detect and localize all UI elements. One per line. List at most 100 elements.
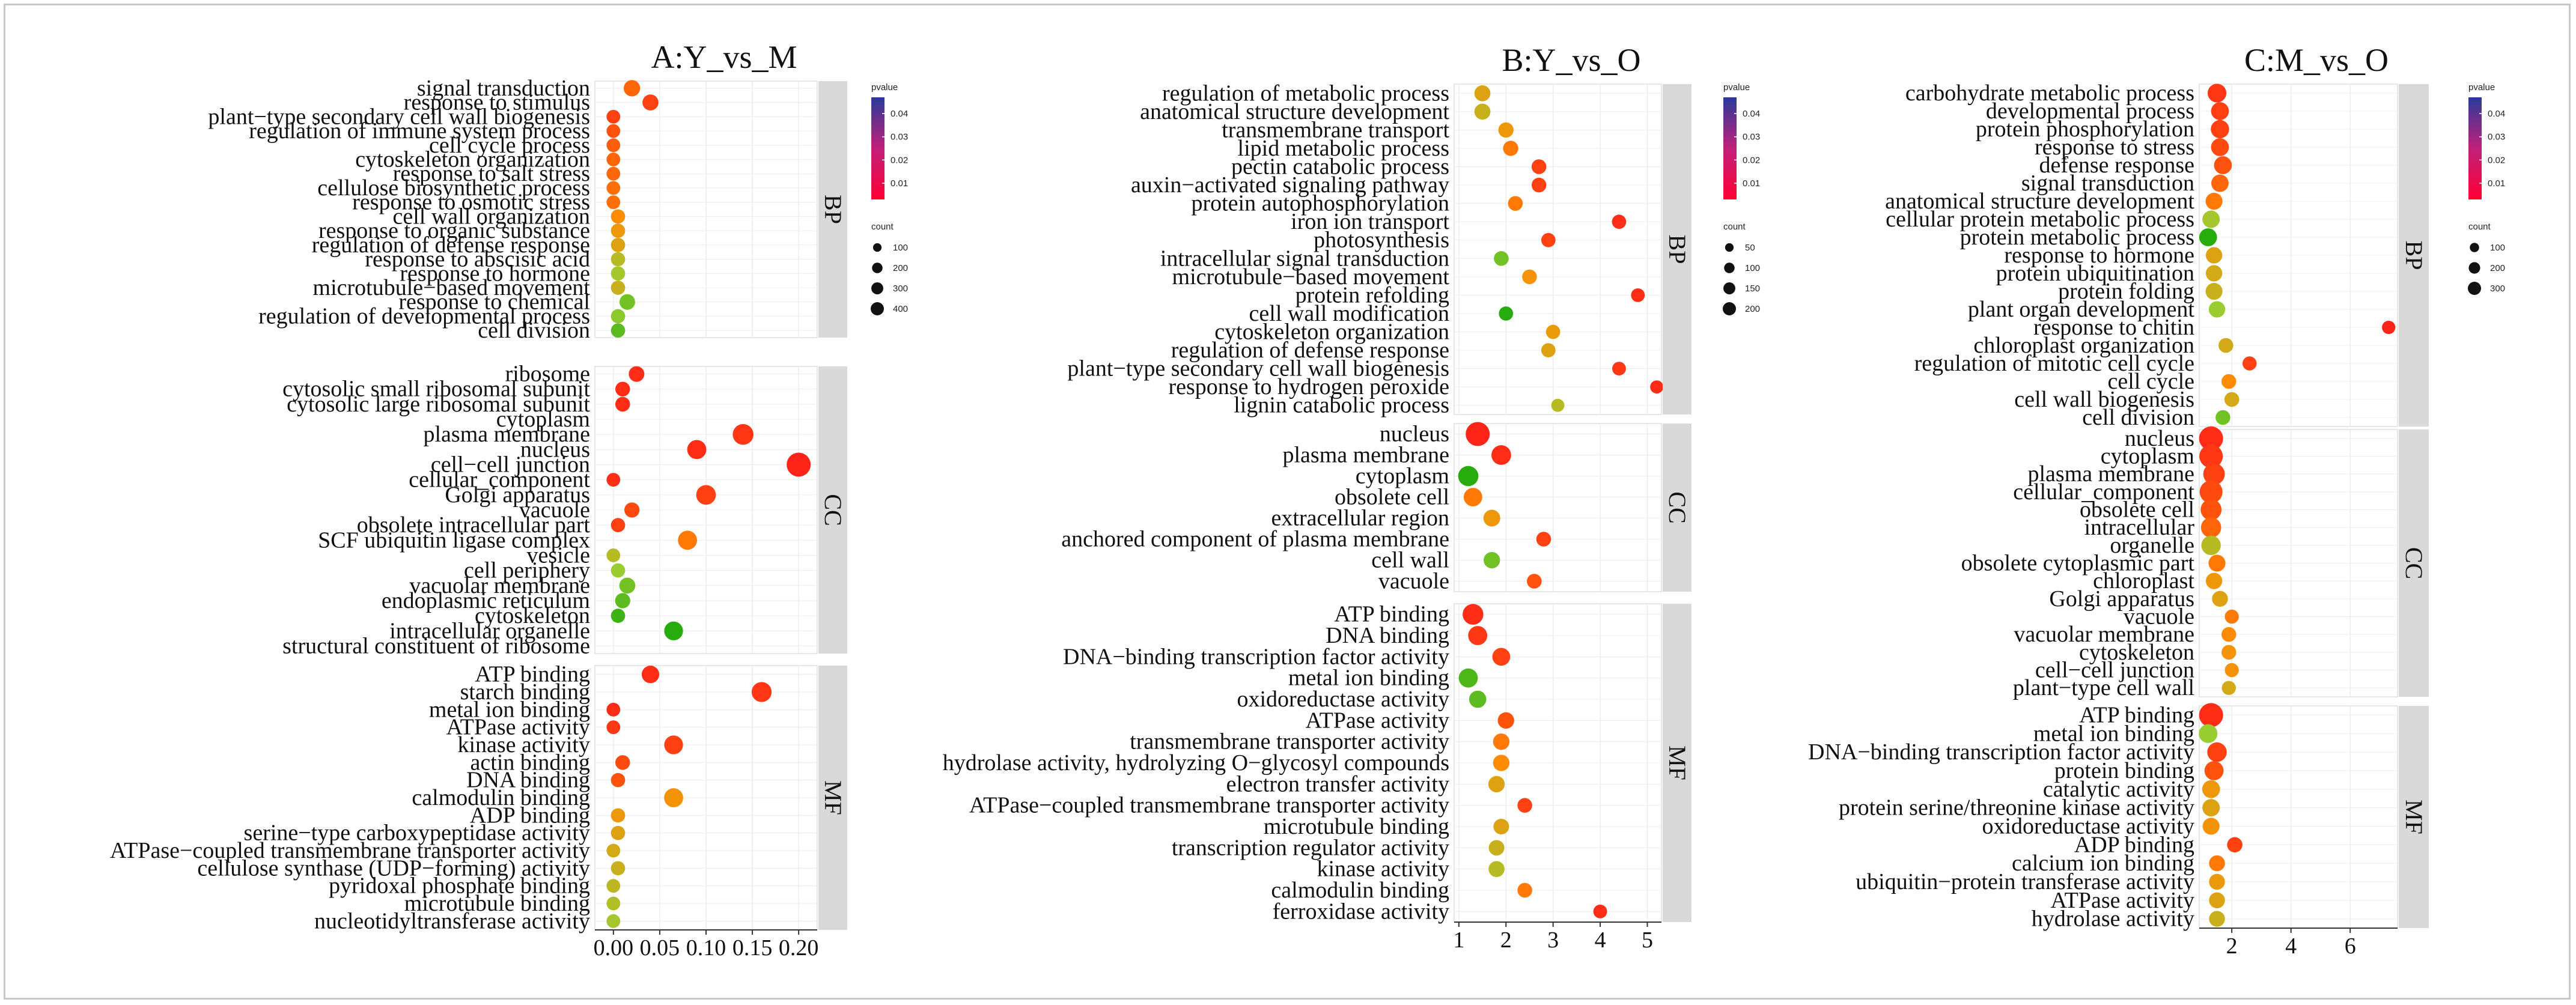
data-point — [1497, 712, 1514, 729]
category-label: vacuole — [519, 497, 590, 523]
data-point — [1545, 324, 1561, 339]
data-point — [1541, 232, 1556, 247]
category-label: electron transfer activity — [1226, 771, 1449, 797]
colorbar-tick-label: 0.04 — [891, 109, 908, 119]
data-point — [2200, 499, 2222, 520]
data-point — [1531, 177, 1547, 193]
legend-count-title: count — [2468, 222, 2491, 232]
x-tick-label: 4 — [2285, 934, 2297, 959]
data-point — [1498, 122, 1514, 138]
data-point — [615, 381, 630, 396]
category-label: developmental process — [1986, 99, 2194, 124]
category-label: vesicle — [526, 542, 590, 568]
data-point — [2202, 210, 2220, 228]
category-label: response to salt stress — [393, 161, 590, 186]
data-point — [606, 548, 621, 562]
facet-label: BP — [1664, 235, 1691, 264]
data-point — [2224, 392, 2240, 407]
data-point — [1508, 196, 1523, 211]
colorbar-tick-label: 0.03 — [2488, 132, 2505, 142]
count-legend-dot — [872, 243, 882, 252]
category-label: cytoskeleton organization — [1214, 320, 1449, 345]
data-point — [678, 530, 698, 550]
category-label: nucleus — [2125, 426, 2194, 451]
category-label: intracellular organelle — [389, 618, 590, 643]
data-point — [787, 452, 811, 477]
data-point — [664, 621, 683, 640]
data-point — [606, 702, 621, 717]
colorbar-tick-label: 0.01 — [2488, 178, 2505, 189]
colorbar-tick-label: 0.01 — [1743, 178, 1760, 189]
data-point — [2203, 463, 2225, 485]
category-label: signal transduction — [417, 76, 590, 101]
colorbar-tick-label: 0.03 — [1743, 132, 1760, 142]
category-label: response to osmotic stress — [352, 190, 590, 215]
x-tick-label: 0.00 — [594, 935, 634, 961]
data-point — [619, 294, 635, 310]
colorbar-tick-label: 0.04 — [1743, 109, 1760, 119]
category-label: cytoplasm — [1356, 464, 1449, 489]
category-label: anchored component of plasma membrane — [1061, 527, 1449, 552]
data-point — [1488, 840, 1505, 856]
data-point — [2199, 480, 2223, 503]
data-point — [1484, 551, 1500, 569]
data-point — [1458, 668, 1478, 688]
legend-pvalue-title: pvalue — [871, 82, 898, 93]
category-label: cytosolic small ribosomal subunit — [282, 377, 590, 402]
data-point — [732, 424, 754, 445]
category-label: transcription regulator activity — [1172, 835, 1449, 860]
facet-strip-bp — [1663, 84, 1691, 414]
category-label: cell periphery — [464, 558, 590, 583]
category-label: extracellular region — [1271, 506, 1449, 531]
data-point — [611, 209, 626, 224]
data-point — [2208, 554, 2226, 572]
category-label: microtubule binding — [1264, 814, 1449, 839]
data-point — [1493, 819, 1509, 834]
category-label: oxidoreductase activity — [1982, 813, 2195, 839]
category-label: protein metabolic process — [1960, 225, 2194, 250]
category-label: obsolete cell — [2080, 497, 2194, 523]
category-label: cellular_component — [2013, 479, 2194, 505]
category-label: regulation of developmental process — [258, 303, 590, 329]
category-label: cell cycle process — [429, 133, 590, 158]
category-label: serine−type carboxypeptidase activity — [244, 821, 590, 846]
category-label: Golgi apparatus — [2049, 586, 2194, 612]
x-tick-label: 4 — [1595, 928, 1606, 953]
data-point — [2202, 799, 2220, 817]
category-label: vacuolar membrane — [409, 573, 590, 598]
data-point — [2243, 356, 2257, 371]
category-label: defense response — [2039, 153, 2194, 178]
data-point — [611, 252, 626, 267]
facet-strip-bp — [818, 81, 847, 338]
chart-title: B:Y_vs_O — [1502, 42, 1640, 78]
data-point — [1499, 306, 1514, 321]
x-tick-label: 3 — [1547, 928, 1559, 953]
colorbar-tick-label: 0.01 — [891, 178, 908, 189]
data-point — [2199, 228, 2217, 246]
category-label: cellular protein metabolic process — [1886, 207, 2194, 232]
data-point — [2204, 761, 2224, 780]
category-label: cell wall — [1371, 548, 1449, 573]
data-point — [615, 593, 630, 609]
category-label: cellulose biosynthetic process — [317, 175, 590, 201]
data-point — [615, 755, 630, 770]
category-label: protein binding — [2054, 758, 2194, 783]
category-label: cell division — [478, 318, 590, 343]
data-point — [1463, 604, 1484, 625]
count-legend-label: 200 — [893, 263, 908, 273]
data-point — [2199, 703, 2223, 727]
category-label: microtubule−based movement — [313, 275, 591, 300]
category-label: plant−type secondary cell wall biogenesi… — [208, 104, 590, 129]
category-label: obsolete cytoplasmic part — [1961, 551, 2195, 576]
facet-panel-cc — [1454, 423, 1662, 592]
category-label: ATPase−coupled transmembrane transporter… — [969, 793, 1449, 818]
category-label: protein folding — [2058, 279, 2194, 304]
data-point — [2211, 120, 2229, 139]
data-point — [2199, 724, 2218, 743]
category-label: vacuole — [1378, 569, 1449, 594]
category-label: Golgi apparatus — [445, 482, 590, 508]
data-point — [2202, 780, 2220, 798]
data-point — [2205, 282, 2223, 300]
facet-label: BP — [820, 195, 847, 224]
